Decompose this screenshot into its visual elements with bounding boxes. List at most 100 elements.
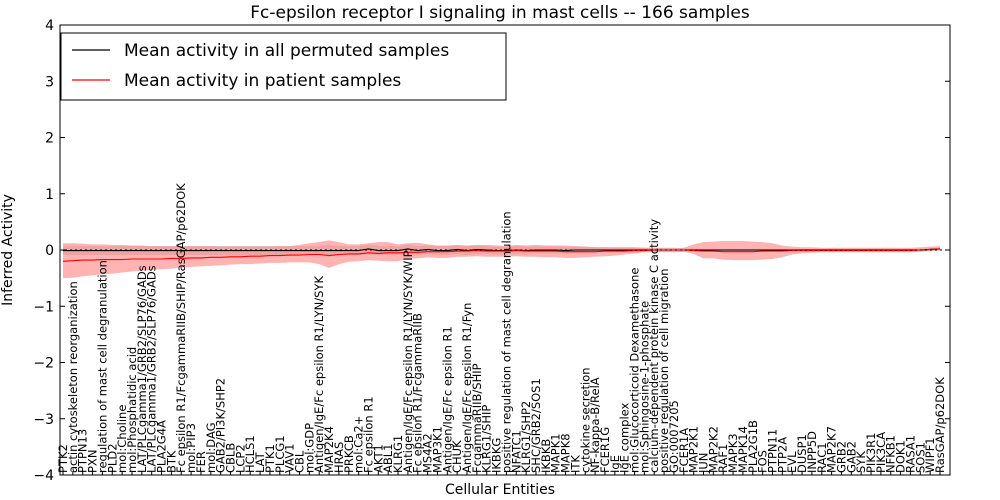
x-category-label: RasGAP/p62DOK <box>933 377 947 473</box>
y-tick-label: 3 <box>45 74 54 90</box>
x-category-label: FOS <box>756 450 770 473</box>
x-category-label: Antigen/IgE/Fc epsilon R1/LYN/SYK/WIP <box>401 250 415 473</box>
x-category-label: mol:GDP <box>302 423 316 473</box>
x-category-label: mol:Phosphatidic acid <box>125 347 139 473</box>
x-category-label: IgE <box>608 455 622 473</box>
x-category-label: MAPK3 <box>726 433 740 473</box>
x-category-label: HCLS1 <box>243 435 257 473</box>
x-category-label: Antigen/IgE/Fc epsilon R1/Fyn <box>460 303 474 473</box>
x-category-label: MAP3K1 <box>430 426 444 473</box>
x-category-label: IKBKB <box>539 439 553 473</box>
x-category-label: mol:Ca2+ <box>352 416 366 473</box>
x-category-label: MAP2K7 <box>825 426 839 473</box>
x-category-label: MAPK8 <box>559 433 573 473</box>
legend-box <box>60 32 507 101</box>
legend-label-permuted: Mean activity in all permuted samples <box>124 41 449 61</box>
x-category-label: DUSP1 <box>795 434 809 473</box>
x-category-label: mol:PIP3 <box>184 423 198 473</box>
x-category-label: MAP2K4 <box>322 426 336 473</box>
x-category-label: PTK2 <box>56 444 70 473</box>
x-category-label: ITK <box>568 455 582 473</box>
x-category-label: GAB2 <box>844 441 858 473</box>
x-category-label: PIK3R1 <box>864 433 878 474</box>
x-category-label: NFATC1 <box>509 430 523 473</box>
x-category-label: PLA2G1B <box>746 420 760 473</box>
x-category-label: PLCG1 <box>273 435 287 473</box>
x-category-label: IKBKG <box>490 438 504 473</box>
y-tick-label: 2 <box>45 131 54 147</box>
x-category-label: calcium-dependent protein kinase C activ… <box>647 219 661 473</box>
x-category-label: RAC1 <box>815 442 829 473</box>
x-category-label: SYK <box>854 451 868 473</box>
x-category-label: PLD2 <box>105 443 119 473</box>
x-category-label: Fc epsilon R1 <box>362 396 376 473</box>
x-category-label: ABL1 <box>381 444 395 473</box>
x-category-label: PTPN13 <box>76 429 90 473</box>
x-category-label: WIPF1 <box>923 437 937 473</box>
x-category-label: HRAS <box>332 442 346 473</box>
x-axis-label: Cellular Entities <box>445 482 555 498</box>
x-category-label: NFKB1 <box>884 435 898 473</box>
legend: Mean activity in all permuted samples Me… <box>60 32 507 101</box>
x-category-label: NF-kappa-B/RelA <box>588 377 602 473</box>
x-category-label: FcgammaRIIB/SHIP <box>470 363 484 473</box>
x-category-label: BTK <box>164 450 178 473</box>
x-category-label: PTPN11 <box>766 429 780 473</box>
x-category-label: positive regulation of cell migration <box>657 268 671 473</box>
x-category-label: PTP2A <box>775 437 789 473</box>
x-category-label: RASA1 <box>903 435 917 473</box>
x-category-label: JUN <box>697 453 711 474</box>
x-category-label: CHUK <box>450 440 464 473</box>
x-category-label: INPP5D <box>805 431 819 473</box>
x-category-label: mol:Choline <box>115 405 129 473</box>
x-category-label: DOK1 <box>894 440 908 473</box>
x-category-label: SHC/GRB2/SOS1 <box>529 378 543 473</box>
x-category-label: CBL <box>293 450 307 473</box>
x-category-label: positive regulation of mast cell degranu… <box>499 211 513 473</box>
x-category-label: PRKCB <box>342 435 356 473</box>
x-category-label: VAV1 <box>283 444 297 473</box>
x-category-label: IgE complex <box>618 402 632 473</box>
y-tick-label: −4 <box>33 468 54 484</box>
x-category-label: RAF1 <box>716 444 730 473</box>
x-category-label: EVL <box>785 451 799 473</box>
x-category-label: LCP2 <box>233 444 247 473</box>
x-category-label: PIK3CA <box>874 432 888 473</box>
x-category-label: Fc epsilon R1/FcgammaRIIB <box>411 313 425 473</box>
x-category-label: LAT/PLCgamma1/GRB2/SLP76/GADs <box>135 265 149 473</box>
x-category-label: MAP2K1 <box>687 426 701 473</box>
x-category-label: GRB2 <box>835 441 849 473</box>
x-category-label: PLA2G4A <box>155 420 169 473</box>
x-category-label: KLRG1/SHP2 <box>519 401 533 473</box>
y-axis-label: Inferred Activity <box>0 194 16 306</box>
x-category-label: regulation of mast cell degranulation <box>95 260 109 473</box>
x-category-label: LAT/PLCgamma1/GRB2/SLP76/GADs <box>145 265 159 473</box>
x-category-label: LAT <box>253 451 267 473</box>
x-category-label: Antigen/IgE/Fc epsilon R1 <box>440 326 454 473</box>
x-category-label: FCER1G <box>598 427 612 473</box>
x-category-label: cytokine secretion <box>578 367 592 473</box>
y-tick-label: 1 <box>45 187 54 203</box>
y-tick-label: −3 <box>33 412 54 428</box>
y-tick-label: −2 <box>33 356 54 372</box>
x-category-label: SOS1 <box>913 442 927 473</box>
x-category-label: MS4A2 <box>421 433 435 473</box>
line-patient <box>62 248 941 262</box>
y-tick-label: 0 <box>45 243 54 259</box>
x-category-label: MAPK1 <box>549 433 563 473</box>
x-category-label: FCER1A <box>677 428 691 473</box>
series-lines <box>62 248 941 262</box>
x-category-label: AKT1 <box>371 444 385 473</box>
y-axis-ticks: −4 −3 −2 −1 0 1 2 3 4 <box>33 18 950 484</box>
x-category-label: PXN <box>86 450 100 473</box>
x-category-label: PTK1 <box>263 444 277 473</box>
x-category-label: MAPK14 <box>736 426 750 473</box>
x-category-label: Fc epsilon R1/FcgammaRIIB/SHIP/RasGAP/p6… <box>174 183 188 473</box>
x-category-label: GAB2/PI3K/SHP2 <box>214 378 228 473</box>
x-category-label: mol:Sphingosine-1-phosphate <box>637 301 651 473</box>
x-category-label: CBLB <box>224 443 238 473</box>
x-category-label: KLRG1 <box>391 435 405 473</box>
legend-label-patient: Mean activity in patient samples <box>124 71 401 91</box>
